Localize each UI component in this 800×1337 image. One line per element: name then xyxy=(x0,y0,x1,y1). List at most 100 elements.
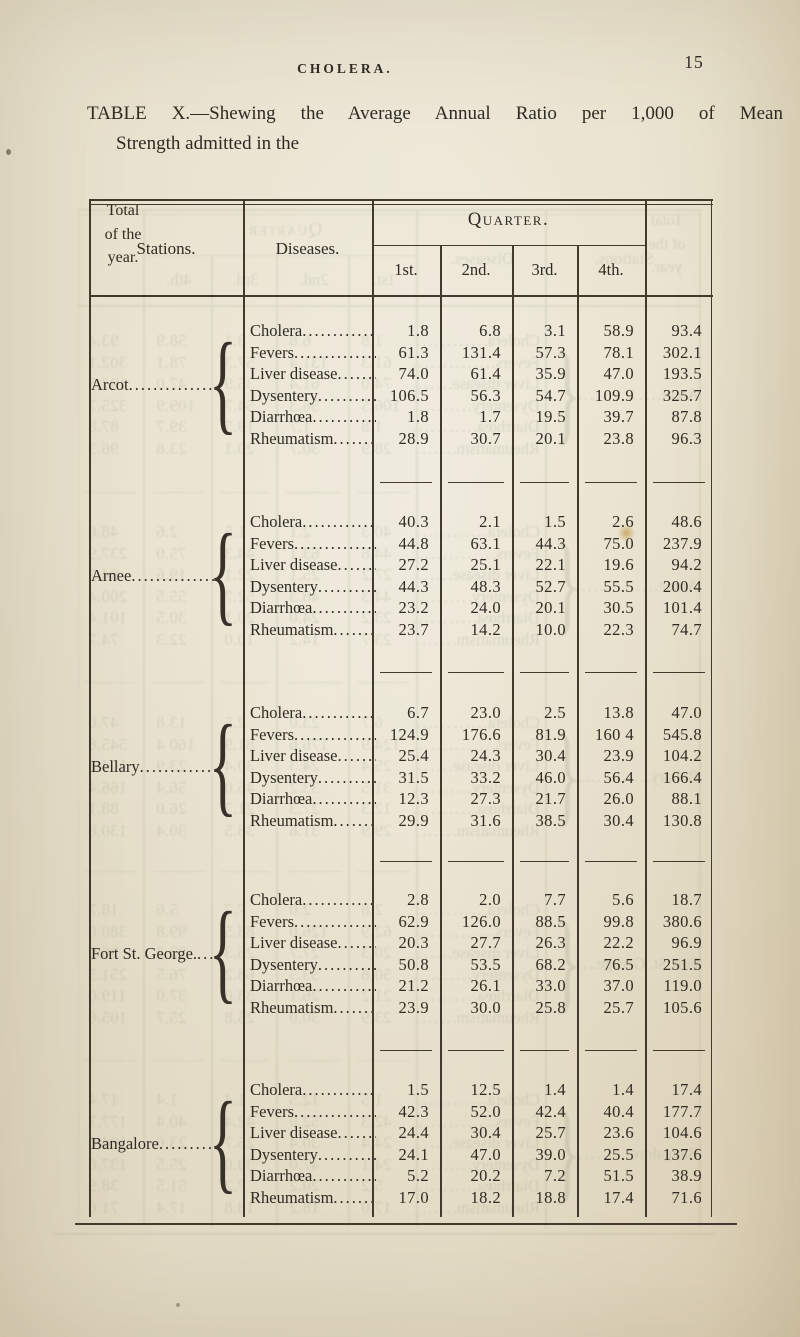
value-cell: 46.0 xyxy=(535,767,566,787)
value-cell: 2.5 xyxy=(544,703,566,722)
disease-label: Diarrhœa xyxy=(250,1166,313,1185)
value-cell: 19.5 xyxy=(535,407,566,426)
value-cell: 47.0 xyxy=(470,1144,501,1164)
value-cell: 160 4 xyxy=(594,724,634,744)
value-cell: 14.2 xyxy=(470,619,501,639)
dot-leader xyxy=(338,1122,376,1144)
value-cell: 52.7 xyxy=(535,576,566,596)
value-cell: 51.5 xyxy=(603,1166,634,1185)
station-brace: { xyxy=(209,321,237,445)
disease-cell: Diarrhœa xyxy=(244,406,376,428)
disease-label: Liver disease xyxy=(250,746,338,765)
disease-cell: Fevers xyxy=(244,342,376,364)
disease-label: Rheumatism xyxy=(250,997,334,1017)
value-cell: 58.9 xyxy=(603,321,634,340)
value-cell: 109.9 xyxy=(594,385,634,405)
dot-leader xyxy=(333,1187,376,1209)
value-cell: 44.3 xyxy=(535,533,566,553)
value-cell: 2.1 xyxy=(479,512,501,531)
value-cell: 17.4 xyxy=(671,1080,702,1099)
table-rule-horizontal xyxy=(448,672,504,674)
disease-cell: Fevers xyxy=(244,533,376,555)
station-label: Arnee xyxy=(91,511,221,640)
value-cell: 52.0 xyxy=(470,1101,501,1121)
station-label: Bellary xyxy=(91,702,221,831)
disease-cell: Diarrhœa xyxy=(244,1165,376,1187)
disease-label: Liver disease xyxy=(250,555,338,574)
value-cell: 101.4 xyxy=(662,598,702,617)
disease-cell: Liver disease xyxy=(244,932,376,954)
station-label: Arcot xyxy=(91,320,221,449)
value-cell: 302.1 xyxy=(662,342,702,362)
value-cell: 23.2 xyxy=(398,598,429,617)
disease-cell: Dysentery xyxy=(244,954,376,976)
value-cell: 20.1 xyxy=(535,428,566,448)
table-rule-horizontal xyxy=(89,203,713,205)
col-header-q2: 2nd. xyxy=(461,260,491,279)
value-cell: 20.1 xyxy=(535,598,566,617)
table-rule-vertical xyxy=(645,199,647,1217)
value-cell: 25.7 xyxy=(535,1123,566,1142)
value-cell: 1.4 xyxy=(544,1080,566,1099)
value-cell: 24.4 xyxy=(398,1123,429,1142)
table-rule-horizontal xyxy=(585,861,637,863)
value-cell: 105.6 xyxy=(662,997,702,1017)
value-cell: 25.5 xyxy=(603,1144,634,1164)
value-cell: 61.3 xyxy=(398,342,429,362)
value-cell: 18.7 xyxy=(671,890,702,909)
value-cell: 68.2 xyxy=(535,954,566,974)
value-cell: 71.6 xyxy=(671,1187,702,1207)
value-cell: 30.4 xyxy=(470,1123,501,1142)
disease-label: Liver disease xyxy=(250,1123,338,1142)
disease-label: Dysentery xyxy=(250,767,318,787)
table-rule-vertical xyxy=(440,245,442,1217)
value-cell: 23.0 xyxy=(470,703,501,722)
value-cell: 74.0 xyxy=(398,364,429,383)
foxing-stain xyxy=(617,525,636,541)
value-cell: 33.2 xyxy=(470,767,501,787)
disease-label: Fevers xyxy=(250,911,294,931)
station-label-text: Bangalore xyxy=(91,1133,159,1153)
col-header-q3: 3rd. xyxy=(531,260,558,279)
table-rule-vertical xyxy=(577,245,579,1217)
disease-label: Cholera xyxy=(250,321,303,340)
table-rule-horizontal xyxy=(585,1050,637,1052)
station-label: Bangalore xyxy=(91,1079,221,1208)
value-cell: 176.6 xyxy=(461,724,501,744)
value-cell: 23.7 xyxy=(398,619,429,639)
table-rule-horizontal xyxy=(380,672,432,674)
disease-label: Liver disease xyxy=(250,933,338,952)
table-rule-horizontal xyxy=(653,1050,705,1052)
dot-leader xyxy=(294,724,376,746)
disease-cell: Rheumatism xyxy=(244,810,376,832)
value-cell: 21.2 xyxy=(398,976,429,995)
value-cell: 39.0 xyxy=(535,1144,566,1164)
value-cell: 27.2 xyxy=(398,555,429,574)
value-cell: 25.7 xyxy=(603,997,634,1017)
value-cell: 22.2 xyxy=(603,933,634,952)
value-cell: 35.9 xyxy=(535,364,566,383)
col-header-diseases: Diseases. xyxy=(275,239,340,258)
dot-leader xyxy=(338,932,376,954)
value-cell: 87.8 xyxy=(671,407,702,426)
value-cell: 48.3 xyxy=(470,576,501,596)
col-header-q4: 4th. xyxy=(598,260,624,279)
value-cell: 26.1 xyxy=(470,976,501,995)
value-cell: 23.6 xyxy=(603,1123,634,1142)
value-cell: 18.2 xyxy=(470,1187,501,1207)
value-cell: 200.4 xyxy=(662,576,702,596)
value-cell: 30.0 xyxy=(470,997,501,1017)
value-cell: 12.5 xyxy=(470,1080,501,1099)
dot-leader xyxy=(294,342,376,364)
disease-cell: Liver disease xyxy=(244,363,376,385)
value-cell: 5.2 xyxy=(407,1166,429,1185)
value-cell: 7.7 xyxy=(544,890,566,909)
dot-leader xyxy=(333,619,376,641)
table-rule-horizontal xyxy=(372,245,645,247)
dot-leader xyxy=(312,597,376,619)
dot-leader xyxy=(338,745,376,767)
value-cell: 119.0 xyxy=(663,976,702,995)
dot-leader xyxy=(312,975,376,997)
value-cell: 44.3 xyxy=(398,576,429,596)
